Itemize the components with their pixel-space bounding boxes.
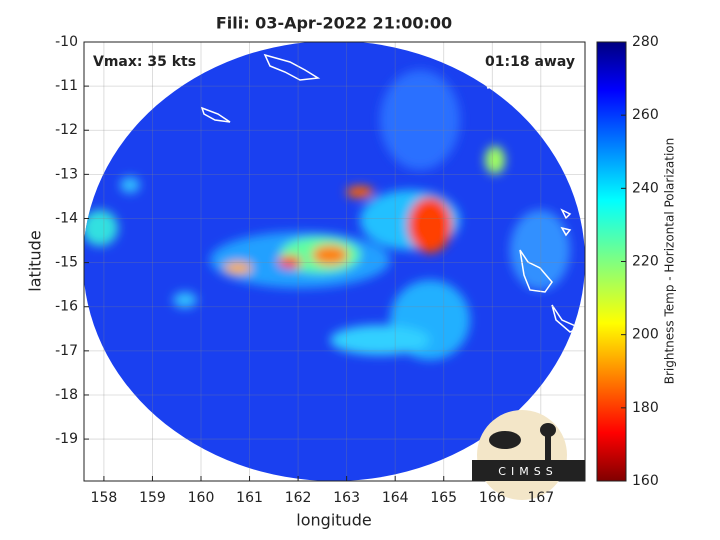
y-tick-label: -16 bbox=[55, 299, 78, 315]
plot-frame bbox=[83, 41, 586, 482]
y-tick-label: -15 bbox=[55, 255, 78, 271]
satellite-swath bbox=[83, 42, 585, 481]
x-tick-label: 158 bbox=[91, 490, 118, 506]
colorbar-tick-label: 180 bbox=[632, 400, 659, 416]
y-tick-label: -11 bbox=[55, 78, 78, 94]
x-tick-label: 161 bbox=[236, 490, 263, 506]
colorbar-tick-label: 200 bbox=[632, 327, 659, 343]
x-tick-label: 167 bbox=[527, 490, 554, 506]
logo-text: CIMSS bbox=[498, 465, 557, 478]
coastlines bbox=[200, 53, 582, 333]
x-tick-label: 165 bbox=[430, 490, 457, 506]
y-tick-label: -10 bbox=[55, 34, 78, 50]
y-tick-label: -17 bbox=[55, 343, 78, 359]
y-tick-label: -13 bbox=[55, 166, 78, 182]
colorbar-tick-label: 220 bbox=[632, 254, 659, 270]
colorbar-tick-label: 260 bbox=[632, 107, 659, 123]
x-axis-label: longitude bbox=[296, 511, 371, 530]
x-tick-label: 164 bbox=[382, 490, 409, 506]
y-axis-label: latitude bbox=[26, 230, 45, 291]
time-offset-label: 01:18 away bbox=[485, 54, 575, 70]
colorbar-tick-label: 240 bbox=[632, 180, 659, 196]
y-tick-label: -14 bbox=[55, 210, 78, 226]
x-tick-label: 159 bbox=[139, 490, 166, 506]
intensity-label: Vmax: 35 kts bbox=[93, 54, 196, 70]
y-tick-label: -18 bbox=[55, 387, 78, 403]
y-tick-label: -19 bbox=[55, 431, 78, 447]
x-tick-label: 162 bbox=[285, 490, 312, 506]
x-tick-label: 163 bbox=[333, 490, 360, 506]
colorbar-tick-label: 160 bbox=[632, 473, 659, 489]
x-tick-label: 160 bbox=[188, 490, 215, 506]
chart-title: Fili: 03-Apr-2022 21:00:00 bbox=[216, 14, 452, 33]
colorbar-label: Brightness Temp - Horizontal Polarizatio… bbox=[663, 138, 677, 385]
y-tick-label: -12 bbox=[55, 122, 78, 138]
x-tick-label: 166 bbox=[479, 490, 506, 506]
logo: CIMSS bbox=[472, 410, 585, 500]
colorbar-tick-label: 280 bbox=[632, 34, 659, 50]
